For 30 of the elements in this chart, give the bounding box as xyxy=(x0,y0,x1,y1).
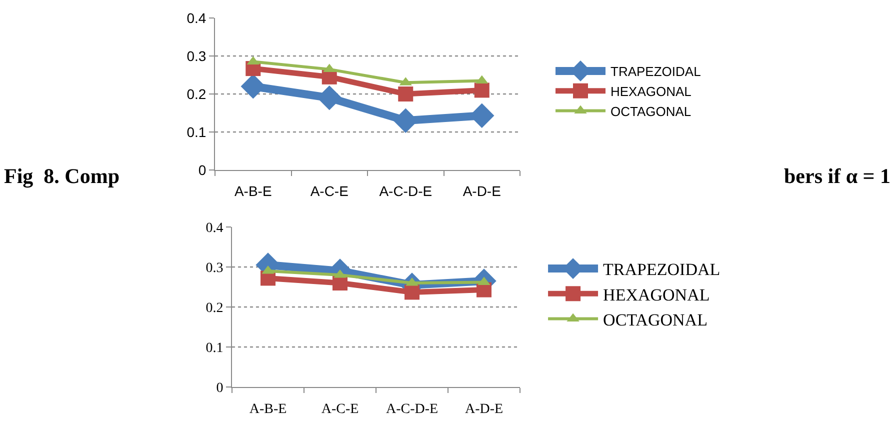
legend-label: OCTAGONAL xyxy=(603,310,708,330)
point xyxy=(474,82,490,98)
x-tick-label: A-C-D-E xyxy=(379,182,432,199)
y-tick-label: 0.4 xyxy=(206,220,224,236)
point xyxy=(404,284,420,300)
point xyxy=(398,86,414,102)
x-tick-label: A-D-E xyxy=(464,402,504,417)
y-tick-label: 0.3 xyxy=(206,260,224,276)
y-tick-label: 0.3 xyxy=(186,48,206,64)
x-tick-label: A-C-E xyxy=(321,402,359,417)
y-tick-label: 0.1 xyxy=(186,124,206,140)
y-tick-label: 0 xyxy=(198,162,206,178)
y-tick-label: 0.1 xyxy=(206,340,224,356)
y-tick-label: 0.4 xyxy=(186,10,206,26)
x-tick-label: A-C-D-E xyxy=(386,402,438,417)
x-tick-label: A-C-E xyxy=(310,182,348,199)
y-tick-label: 0.2 xyxy=(186,86,206,102)
legend-label: TRAPEZOIDAL xyxy=(610,64,701,80)
legend-label: OCTAGONAL xyxy=(610,104,692,119)
y-tick-label: 0 xyxy=(216,380,224,396)
x-tick-label: A-B-E xyxy=(234,182,272,199)
text: bers if α = 1 xyxy=(784,164,891,188)
legend-label: HEXAGONAL xyxy=(610,84,692,99)
point xyxy=(317,85,342,110)
y-tick-label: 0.2 xyxy=(206,300,224,316)
legend-label: TRAPEZOIDAL xyxy=(603,260,720,280)
caption: Fig 8. Comp xyxy=(4,164,120,188)
x-tick-label: A-D-E xyxy=(462,182,501,199)
x-tick-label: A-B-E xyxy=(249,402,287,417)
legend-label: HEXAGONAL xyxy=(603,285,710,304)
